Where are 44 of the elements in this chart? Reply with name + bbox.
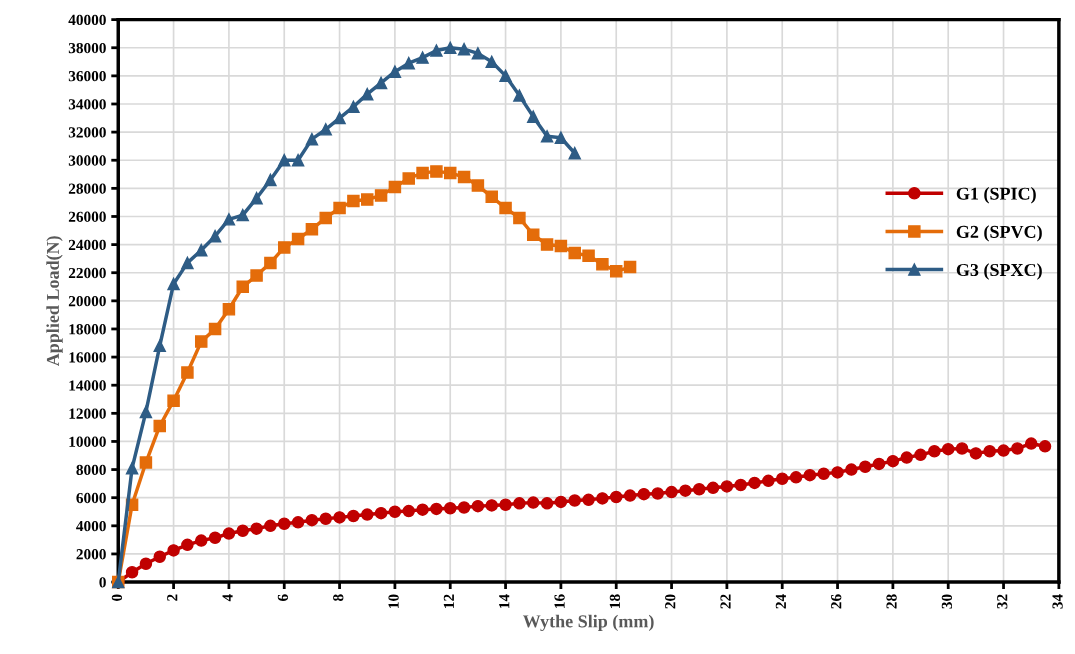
x-tick-label: 6 [277,594,289,601]
y-tick-label: 40000 [68,14,106,26]
y-tick-label: 6000 [76,492,106,504]
x-tick-label: 10 [388,594,399,608]
y-tick-label: 0 [99,577,106,588]
y-tick-label: 34000 [68,99,106,110]
legend-label: G2 (SPVC) [956,225,1042,242]
y-tick-label: 36000 [68,71,106,82]
x-tick-label: 28 [886,594,897,609]
x-tick-label: 22 [720,594,731,609]
x-tick-label: 4 [222,594,233,602]
x-tick-label: 8 [333,594,344,601]
y-tick-label: 2000 [76,549,106,560]
x-tick-label: 16 [554,594,565,608]
y-tick-label: 14000 [69,380,106,391]
x-tick-label: 26 [831,594,842,609]
x-tick-label: 18 [609,594,621,608]
x-tick-label: 32 [997,594,1008,609]
y-tick-label: 20000 [68,295,106,307]
x-tick-label: 24 [775,594,786,609]
y-tick-label: 32000 [68,127,106,138]
x-tick-label: 30 [941,594,953,609]
x-tick-label: 0 [111,594,123,601]
x-tick-label: 12 [443,594,454,608]
y-tick-label: 10000 [69,436,106,447]
x-tick-label: 34 [1052,594,1063,609]
x-tick-label: 2 [167,594,178,601]
y-axis-title: Applied Load(N) [46,236,63,367]
y-tick-label: 38000 [68,42,106,54]
y-tick-label: 22000 [68,267,106,279]
y-tick-label: 8000 [76,464,106,476]
y-tick-label: 24000 [68,239,106,251]
legend-label: G1 (SPIC) [956,187,1036,204]
x-tick-label: 20 [665,594,676,609]
y-tick-label: 12000 [69,408,106,419]
y-tick-label: 28000 [68,183,106,194]
y-tick-label: 18000 [69,324,106,335]
y-tick-label: 30000 [68,155,106,166]
y-tick-label: 4000 [76,520,106,532]
x-tick-label: 14 [499,594,510,608]
x-axis-title: Wythe Slip (mm) [522,614,654,632]
y-tick-label: 26000 [68,211,106,222]
y-tick-label: 16000 [69,352,106,363]
legend-label: G3 (SPXC) [956,263,1042,280]
